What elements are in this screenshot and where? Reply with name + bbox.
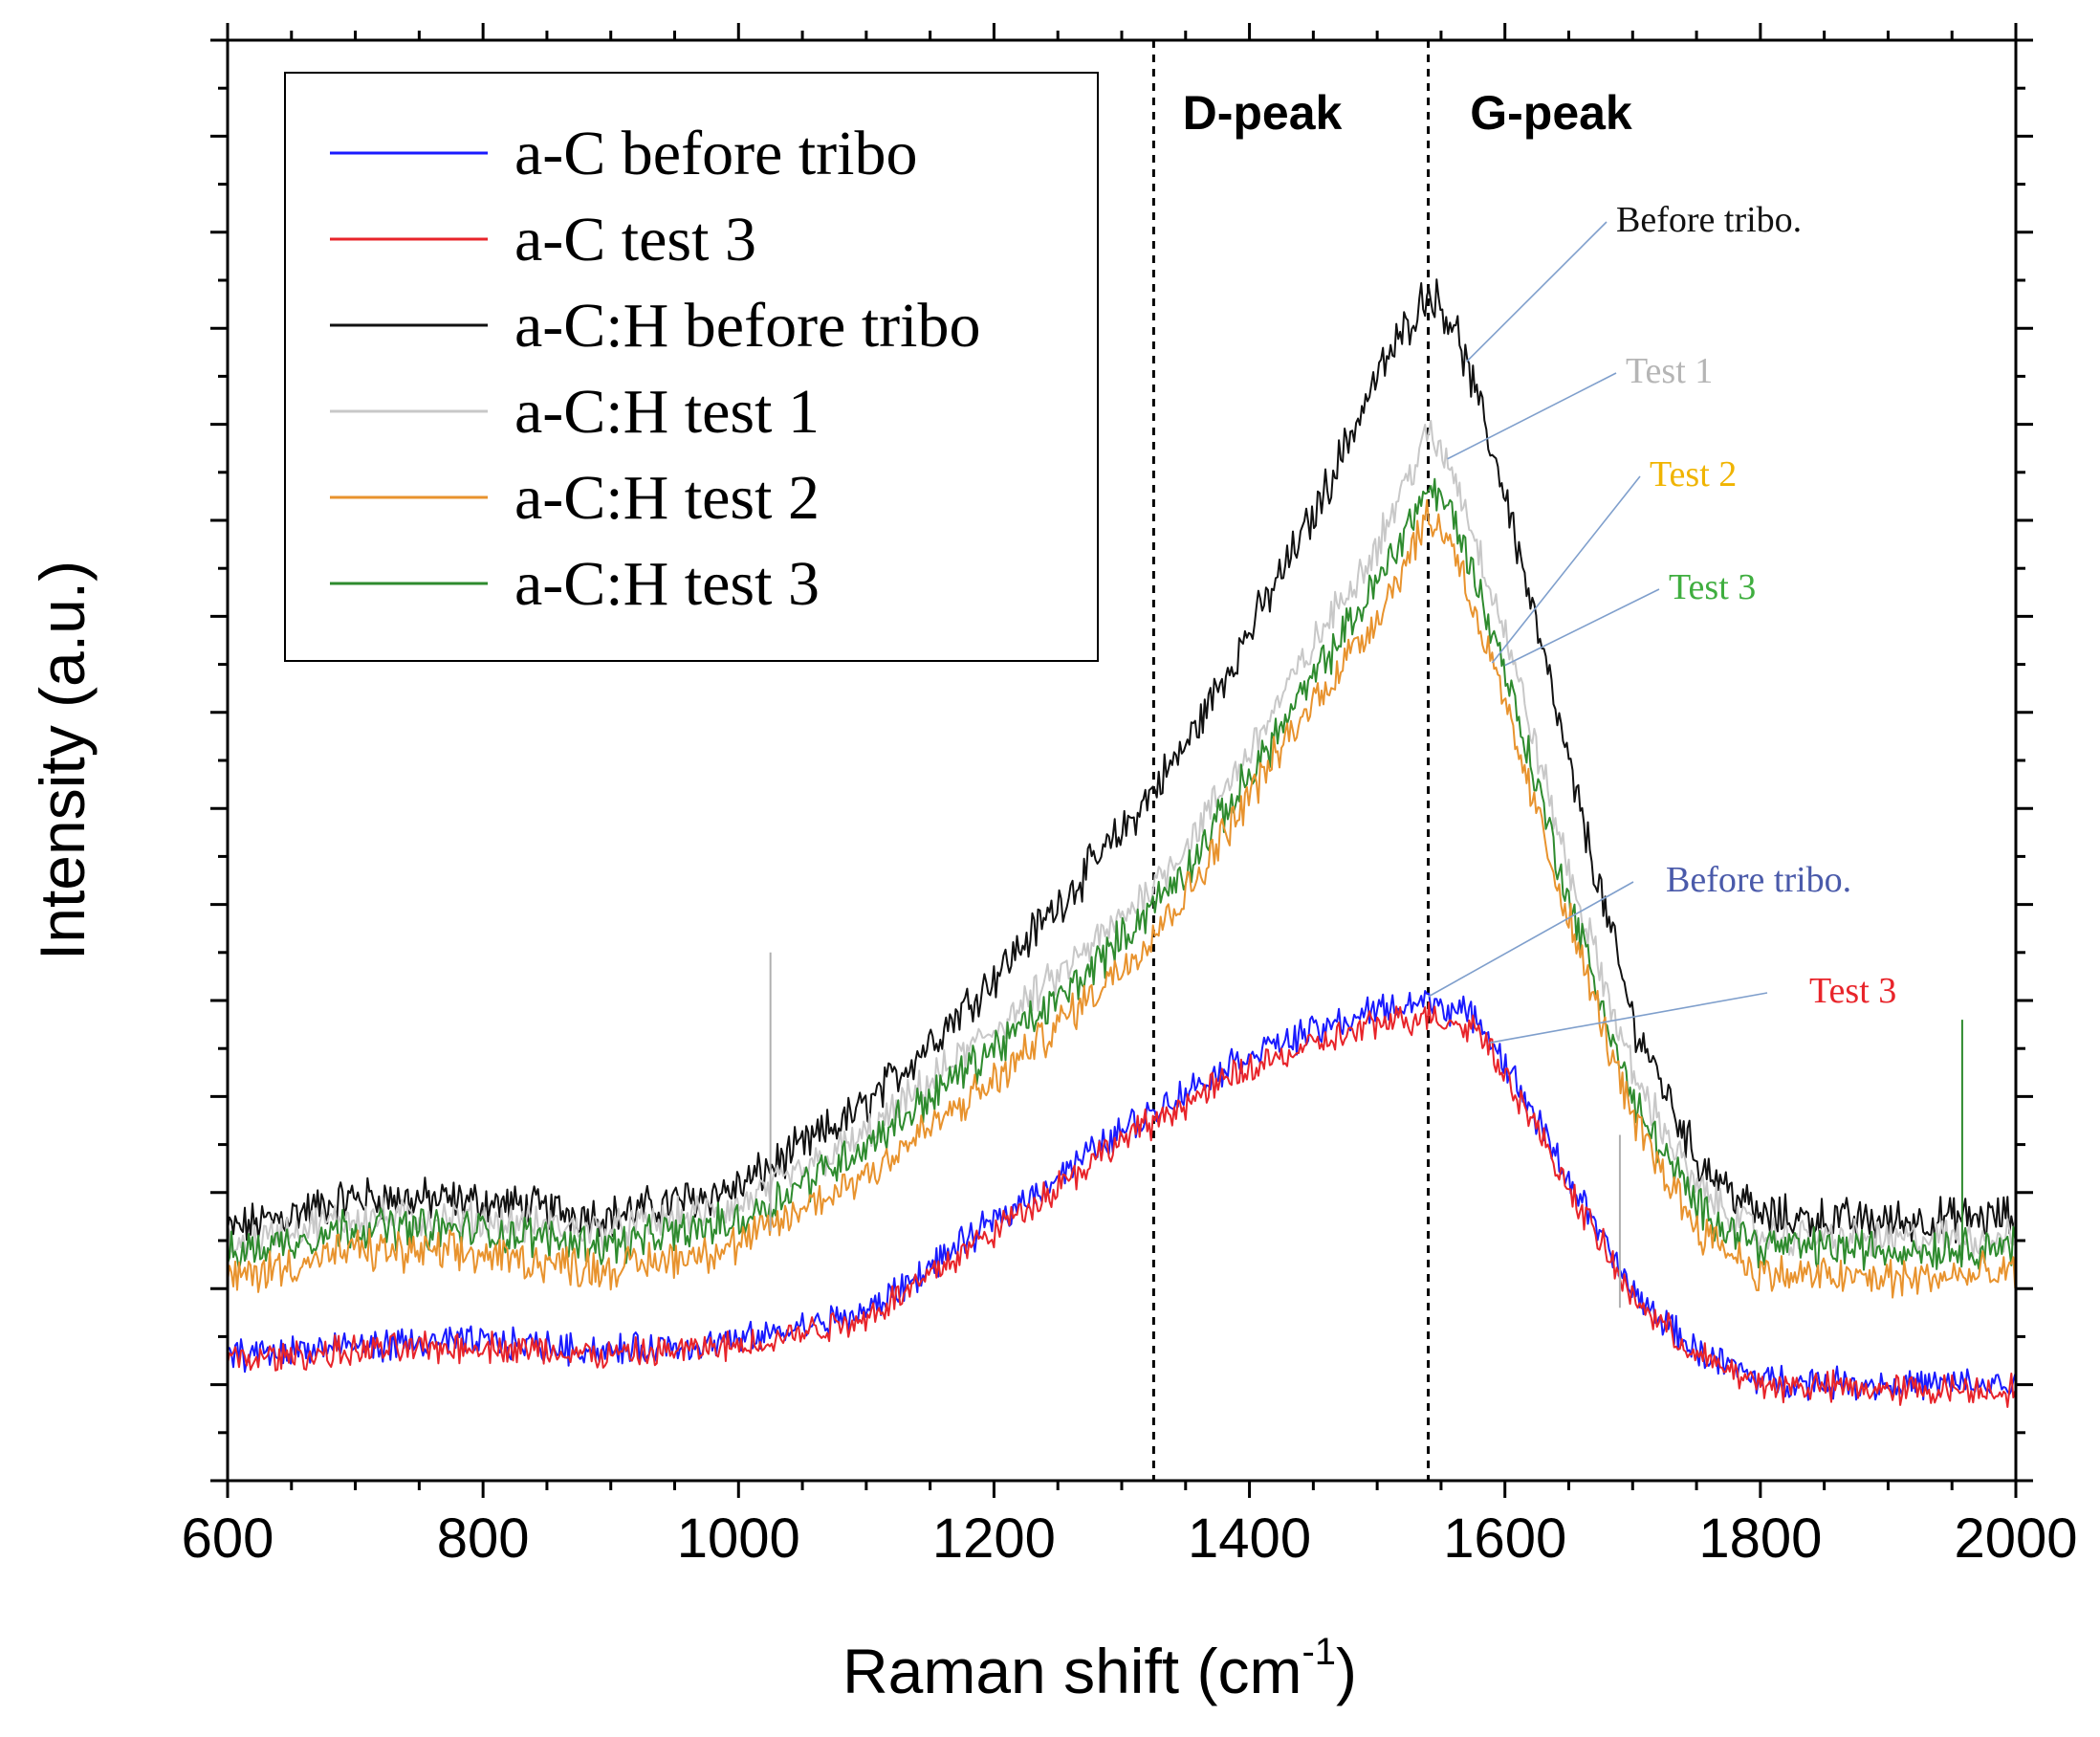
x-tick-label: 1600 [1443,1507,1566,1570]
annotation-leader-line [1491,475,1641,664]
series-a-c-test-3 [227,1001,2017,1408]
annotation-leaders [1428,221,1768,1044]
reference-lines [1151,40,1431,1481]
x-tick-label: 800 [437,1507,530,1570]
annotation-ach-test3: Test 3 [1669,567,1756,607]
annotation-leader-line [1504,588,1660,667]
x-tick-label: 1800 [1698,1507,1822,1570]
annotation-leader-line [1447,372,1617,460]
x-tick-labels: 600 800 1000 1200 1400 1600 1800 2000 [182,1507,2078,1570]
axis-ticks [210,23,2033,1498]
x-tick-label: 1000 [677,1507,800,1570]
legend-label: a-C:H test 2 [514,463,820,533]
d-peak-label: D-peak [1183,86,1343,140]
x-tick-label: 1200 [932,1507,1056,1570]
series-a-c-h-test-1 [227,419,2017,1261]
annotation-ac-test3: Test 3 [1809,971,1896,1011]
annotation-ach-test2: Test 2 [1650,454,1737,495]
annotation-ac-before: Before tribo. [1666,860,1851,900]
annotation-ach-test1: Test 1 [1626,351,1713,391]
annotation-leader-line [1466,221,1608,363]
annotation-leader-line [1428,881,1634,998]
legend: a-C before tribo a-C test 3 a-C:H before t… [284,72,1099,662]
legend-label: a-C:H test 3 [514,549,820,619]
annotation-ach-before: Before tribo. [1616,200,1802,240]
annotation-labels: Before tribo. Test 1 Test 2 Test 3 Befor… [1616,200,1896,1011]
legend-box [284,72,1099,662]
legend-entries: a-C before tribo a-C test 3 a-C:H before t… [330,119,981,619]
x-axis-title: Raman shift (cm-1) [842,1631,1357,1706]
x-tick-label: 1400 [1188,1507,1311,1570]
series-a-c-h-test-2 [227,498,2017,1299]
legend-label: a-C before tribo [514,119,918,188]
g-peak-label: G-peak [1470,86,1632,140]
y-axis-title: Intensity (a.u.) [27,561,98,960]
series-a-c-h-before-tribo [227,278,2017,1244]
legend-label: a-C test 3 [514,205,756,275]
series-lines [227,278,2017,1408]
x-tick-label: 2000 [1954,1507,2077,1570]
legend-label: a-C:H test 1 [514,377,820,447]
annotation-leader-line [1489,992,1768,1044]
series-a-c-h-test-3 [227,477,2017,1271]
x-tick-label: 600 [182,1507,274,1570]
legend-label: a-C:H before tribo [514,291,981,361]
